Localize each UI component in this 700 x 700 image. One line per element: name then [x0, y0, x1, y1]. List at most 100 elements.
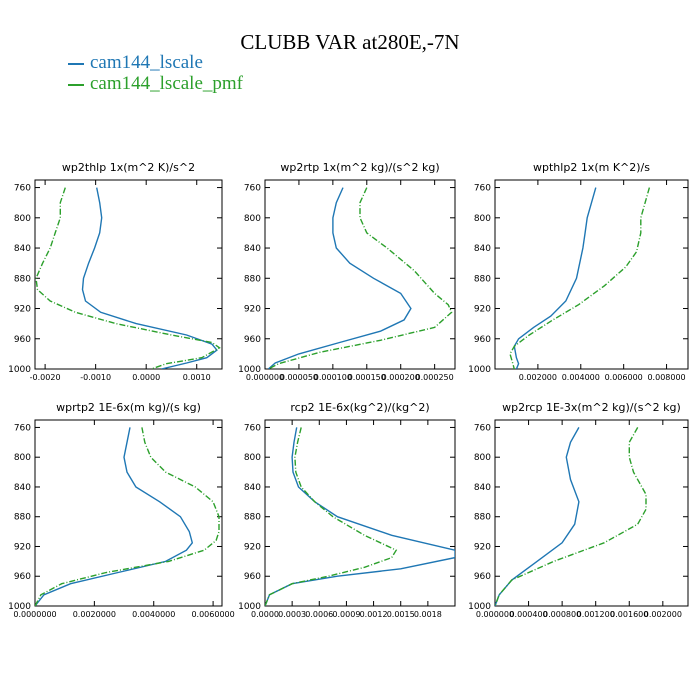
x-tick-label: 0.0009	[332, 610, 360, 619]
series-line-cam144_lscale	[495, 427, 580, 606]
x-tick-label: 0.0020000	[73, 610, 116, 619]
y-tick-label: 800	[474, 453, 491, 463]
legend-label-lscale-pmf: cam144_lscale_pmf	[90, 73, 244, 94]
chart-panel-2: wp2rtp 1x(m^2 kg)/(s^2 kg) 760 800 840 880 92…	[238, 161, 456, 382]
y-tick-label: 880	[14, 513, 31, 523]
y-tick-label: 840	[474, 483, 491, 493]
y-tick-label: 800	[14, 453, 31, 463]
x-tick-label: 0.000100	[314, 373, 352, 382]
y-tick-label: 840	[14, 244, 31, 254]
x-tick-label: 0.0015	[387, 610, 415, 619]
series-line-cam144_lscale	[513, 187, 597, 369]
panel-title: wp2thlp 1x(m^2 K)/s^2	[62, 161, 195, 174]
x-tick-label: 0.0060000	[191, 610, 234, 619]
plot-frame	[264, 419, 456, 607]
x-tick-label: 0.0000000	[13, 610, 56, 619]
y-tick-label: 1000	[238, 365, 261, 375]
x-tick-label: 0.0000	[251, 610, 279, 619]
y-tick-label: 840	[244, 483, 261, 493]
plot-frame	[34, 419, 223, 607]
panel-title: wprtp2 1E-6x(m kg)/(s kg)	[56, 401, 201, 414]
x-tick-label: -0.0020	[30, 373, 61, 382]
panel-title: wp2rcp 1E-3x(m^2 kg)/(s^2 kg)	[502, 401, 681, 414]
x-tick-label: 0.008000	[647, 373, 685, 382]
y-tick-label: 760	[474, 184, 491, 194]
series-line-cam144_lscale_pmf	[35, 187, 221, 369]
y-tick-label: 840	[474, 244, 491, 254]
y-tick-label: 960	[474, 572, 491, 582]
x-tick-label: 0.000000	[246, 373, 284, 382]
y-tick-label: 880	[14, 274, 31, 284]
y-tick-label: 880	[244, 513, 261, 523]
y-tick-label: 880	[244, 274, 261, 284]
series-line-cam144_lscale_pmf	[35, 427, 220, 606]
x-tick-label: 0.002000	[519, 373, 557, 382]
y-tick-label: 1000	[468, 365, 491, 375]
panel-title: wpthlp2 1x(m K^2)/s	[533, 161, 650, 174]
series-line-cam144_lscale	[81, 187, 218, 369]
y-tick-label: 760	[14, 184, 31, 194]
chart-panel-3: wpthlp2 1x(m K^2)/s 760 800 840 880 920 960 100…	[468, 161, 689, 382]
legend-entry-lscale-pmf: cam144_lscale_pmf	[68, 73, 243, 95]
y-tick-label: 800	[244, 453, 261, 463]
y-tick-label: 920	[14, 542, 31, 552]
chart-panel-5: rcp2 1E-6x(kg^2)/(kg^2) 760 800 840 880 920 96…	[238, 401, 456, 619]
y-tick-label: 960	[244, 572, 261, 582]
chart-panel-4: wprtp2 1E-6x(m kg)/(s kg) 760 800 840 880 920…	[8, 401, 235, 619]
series-line-cam144_lscale_pmf	[495, 427, 647, 606]
x-tick-label: 0.001600	[610, 610, 648, 619]
plot-frame	[264, 179, 456, 370]
y-tick-label: 800	[474, 214, 491, 224]
x-tick-label: 0.0003	[278, 610, 306, 619]
y-tick-label: 960	[14, 572, 31, 582]
x-tick-label: 0.0010	[183, 373, 211, 382]
y-tick-label: 880	[474, 274, 491, 284]
y-tick-label: 920	[244, 305, 261, 315]
x-tick-label: 0.0006	[305, 610, 333, 619]
y-tick-label: 800	[244, 214, 261, 224]
x-tick-label: 0.001200	[577, 610, 615, 619]
y-tick-label: 1000	[8, 602, 31, 612]
y-tick-label: 760	[244, 423, 261, 433]
y-tick-label: 920	[244, 542, 261, 552]
y-tick-label: 960	[14, 335, 31, 345]
series-line-cam144_lscale_pmf	[265, 427, 398, 606]
x-tick-label: 0.000800	[543, 610, 581, 619]
x-tick-label: 0.002000	[644, 610, 682, 619]
panel-title: rcp2 1E-6x(kg^2)/(kg^2)	[290, 401, 429, 414]
series-line-cam144_lscale_pmf	[509, 187, 651, 369]
y-tick-label: 1000	[8, 365, 31, 375]
y-tick-label: 1000	[238, 602, 261, 612]
series-line-cam144_lscale	[267, 187, 412, 369]
x-tick-label: 0.004000	[562, 373, 600, 382]
panel-title: wp2rtp 1x(m^2 kg)/(s^2 kg)	[280, 161, 439, 174]
legend-label-lscale: cam144_lscale	[90, 52, 203, 73]
y-tick-label: 880	[474, 513, 491, 523]
y-tick-label: 760	[244, 184, 261, 194]
legend-line-lscale-pmf-icon	[68, 83, 84, 86]
y-tick-label: 840	[244, 244, 261, 254]
x-tick-label: -0.0010	[80, 373, 111, 382]
y-tick-label: 800	[14, 214, 31, 224]
y-tick-label: 960	[474, 335, 491, 345]
x-tick-label: 0.0012	[360, 610, 388, 619]
x-tick-label: 0.0040000	[132, 610, 175, 619]
x-tick-label: 0.000200	[382, 373, 420, 382]
series-line-cam144_lscale_pmf	[268, 187, 453, 369]
y-tick-label: 1000	[468, 602, 491, 612]
y-tick-label: 760	[14, 423, 31, 433]
x-tick-label: 0.000050	[280, 373, 318, 382]
series-line-cam144_lscale	[35, 427, 194, 606]
x-tick-label: 0.0018	[414, 610, 442, 619]
legend-line-lscale-icon	[68, 62, 84, 65]
plot-frame	[494, 419, 689, 607]
plot-frame	[494, 179, 689, 370]
y-tick-label: 960	[244, 335, 261, 345]
x-tick-label: 0.000000	[476, 610, 514, 619]
y-tick-label: 920	[474, 542, 491, 552]
y-tick-label: 760	[474, 423, 491, 433]
chart-title: CLUBB VAR at280E,-7N	[240, 30, 460, 54]
chart-panel-6: wp2rcp 1E-3x(m^2 kg)/(s^2 kg) 760 800 840 88…	[468, 401, 689, 619]
x-tick-label: 0.000150	[348, 373, 386, 382]
